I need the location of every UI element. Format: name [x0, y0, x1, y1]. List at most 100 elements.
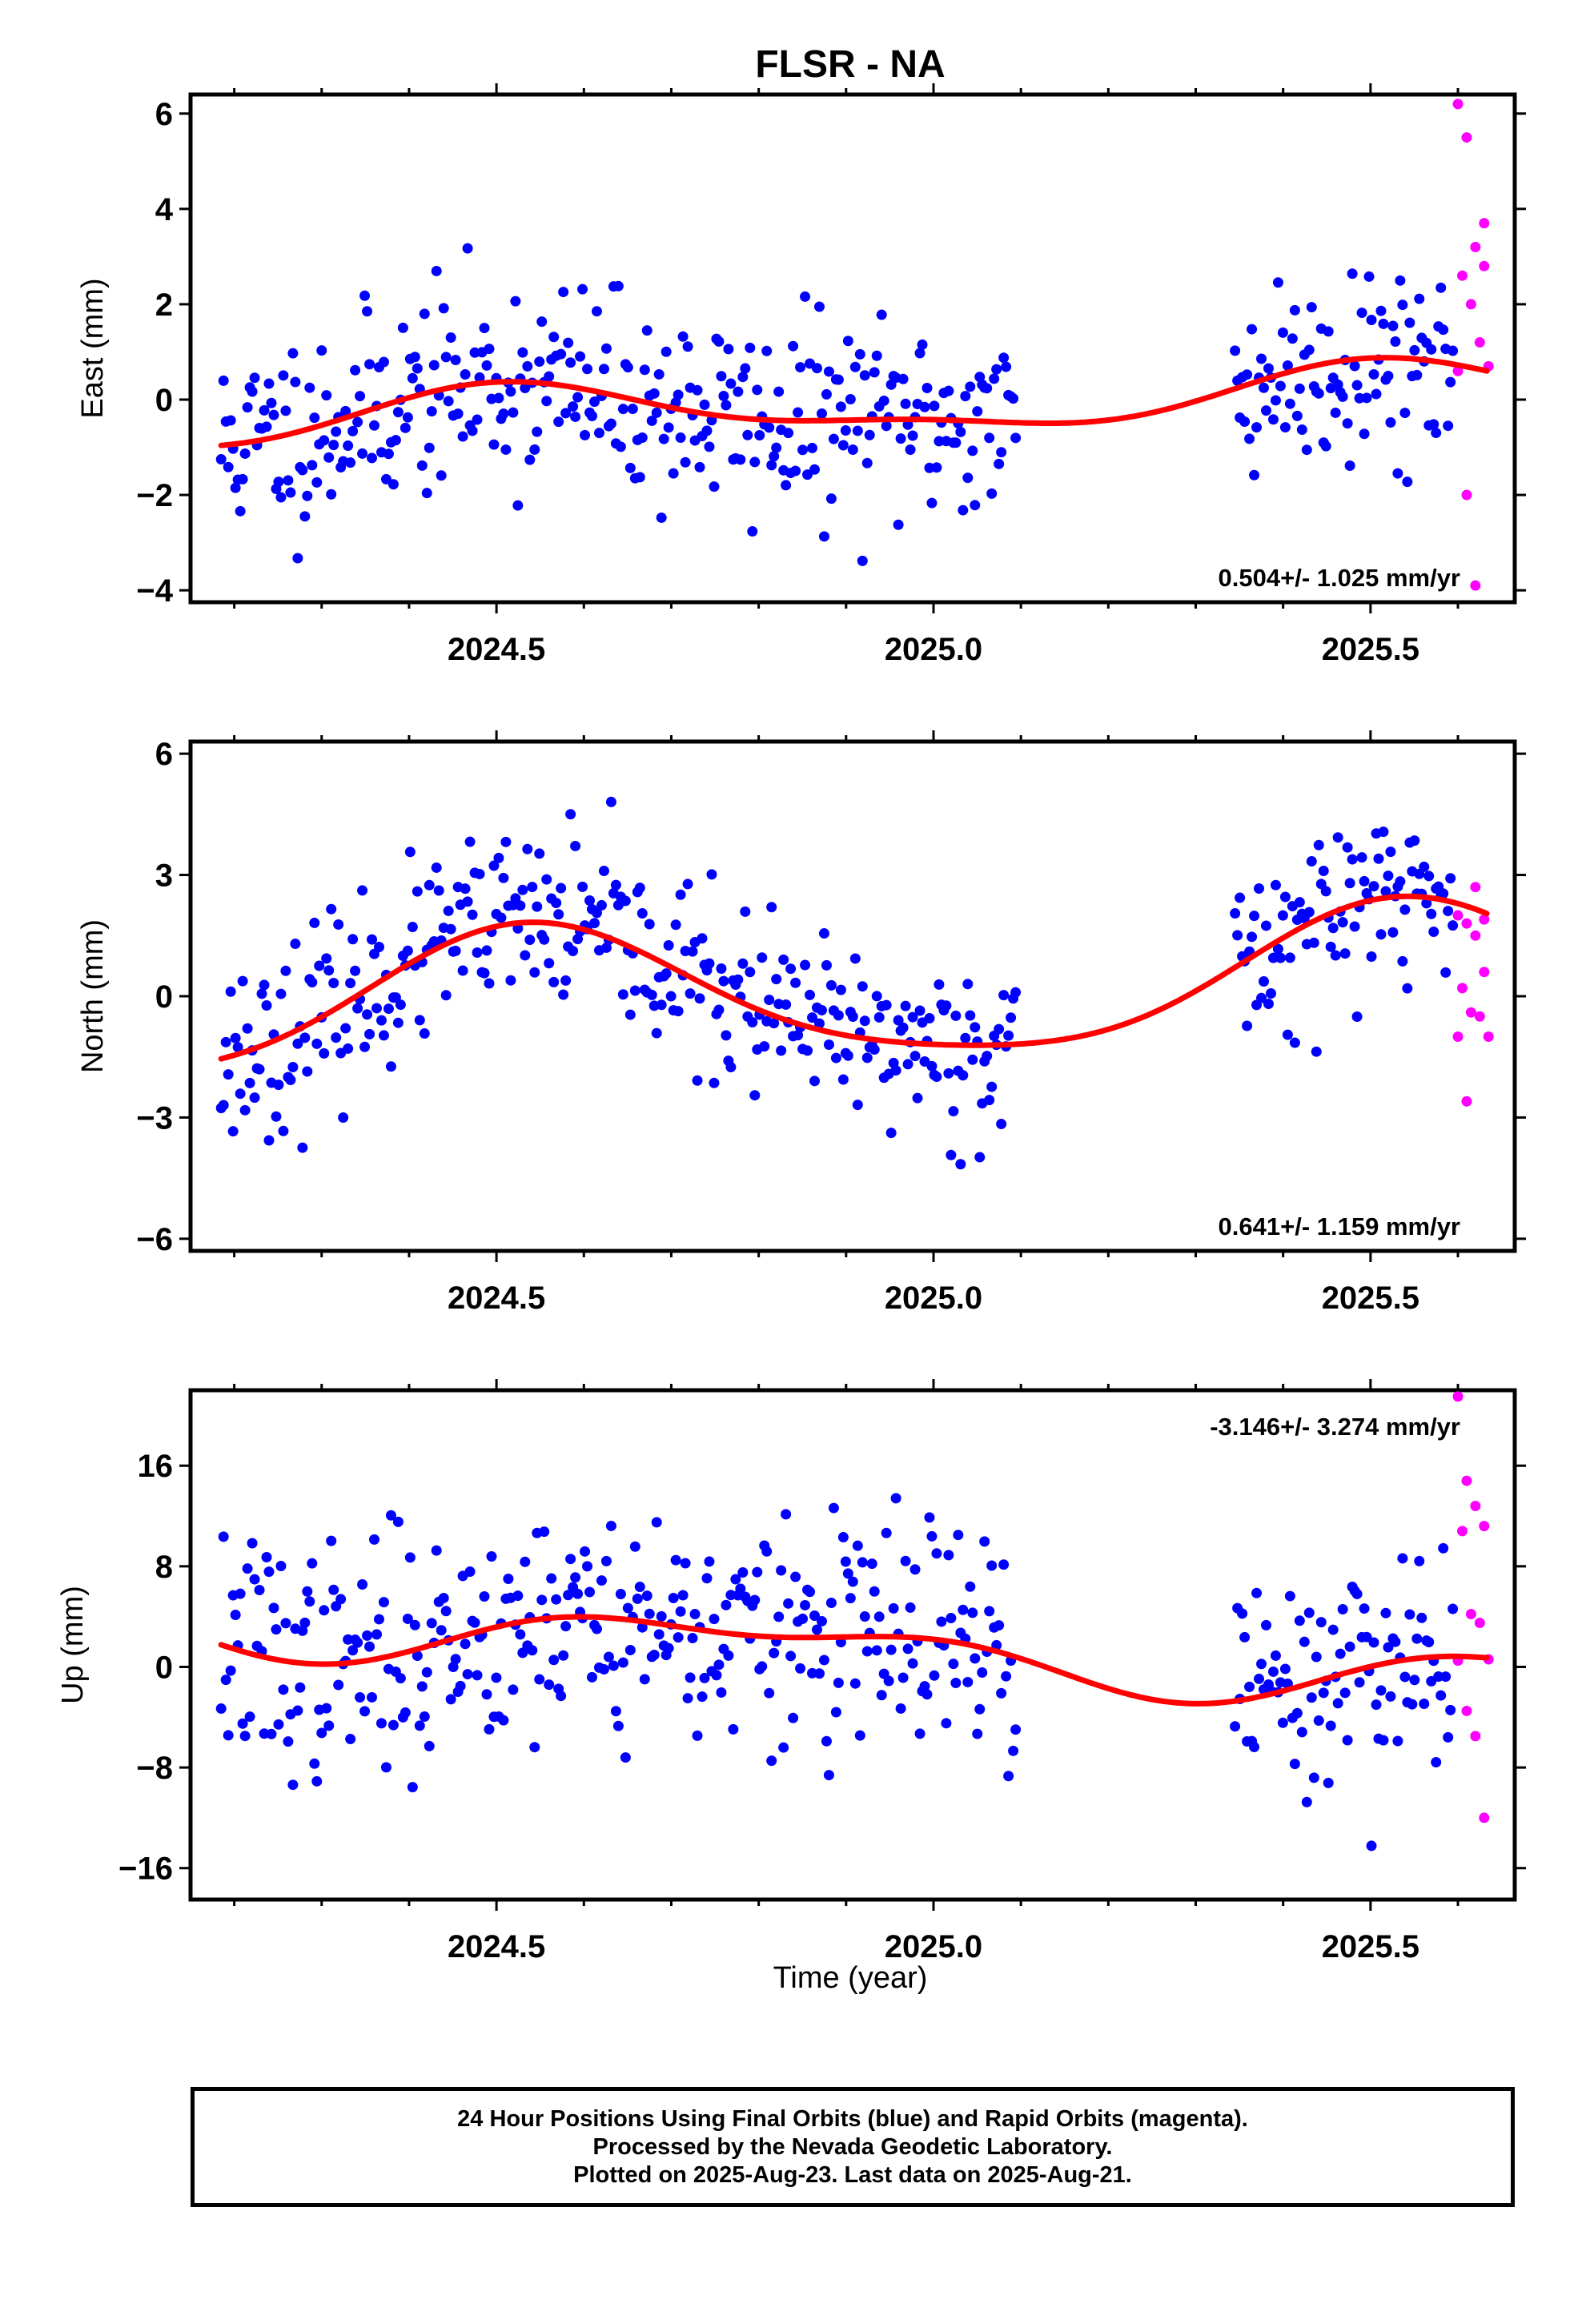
final-point — [1409, 835, 1420, 846]
final-point — [1431, 428, 1442, 439]
final-point — [1392, 1735, 1403, 1747]
final-point — [584, 895, 596, 907]
final-point — [587, 410, 598, 421]
final-point — [699, 1672, 710, 1683]
final-point — [1378, 826, 1389, 838]
final-point — [314, 960, 325, 971]
final-point — [776, 1565, 787, 1576]
rapid-point — [1465, 299, 1476, 310]
final-point — [1299, 1636, 1310, 1647]
final-point — [1272, 943, 1283, 955]
rate-label: 0.504+/- 1.025 mm/yr — [1219, 564, 1460, 592]
final-point — [813, 301, 825, 312]
final-point — [821, 959, 832, 971]
final-point — [331, 1032, 342, 1043]
final-point — [1395, 275, 1406, 286]
final-point — [639, 1674, 650, 1685]
final-point — [1380, 1607, 1391, 1618]
final-point — [1399, 1671, 1411, 1683]
final-point — [402, 1613, 413, 1624]
final-point — [1383, 1642, 1394, 1653]
final-point — [292, 1038, 303, 1049]
final-point — [701, 1573, 713, 1584]
footer-line-2: Processed by the Nevada Geodetic Laborat… — [592, 2133, 1113, 2160]
rate-label: 0.641+/- 1.159 mm/yr — [1219, 1212, 1460, 1240]
final-point — [1438, 324, 1449, 336]
final-point — [225, 415, 236, 426]
final-point — [857, 1557, 868, 1568]
final-point — [795, 362, 806, 373]
final-point — [842, 336, 853, 347]
final-point — [1378, 318, 1389, 329]
final-point — [428, 360, 440, 371]
y-tick-label: 0 — [155, 1650, 173, 1685]
final-point — [646, 989, 657, 1000]
final-point — [400, 1707, 411, 1718]
final-point — [311, 1775, 323, 1787]
final-point — [622, 362, 633, 373]
final-point — [907, 430, 918, 441]
final-point — [373, 942, 384, 953]
final-point — [237, 1718, 248, 1729]
y-tick-label: −4 — [136, 573, 173, 609]
final-point — [749, 1090, 761, 1101]
final-point — [828, 1502, 839, 1514]
final-point — [328, 977, 339, 988]
final-point — [600, 1555, 612, 1566]
final-point — [773, 386, 785, 397]
final-point — [299, 1617, 311, 1628]
final-point — [364, 1028, 375, 1039]
final-point — [515, 1629, 526, 1640]
final-point — [761, 1546, 773, 1557]
final-point — [653, 368, 665, 380]
final-point — [847, 444, 858, 455]
final-point — [742, 429, 753, 440]
final-point — [965, 381, 976, 392]
final-point — [857, 981, 868, 992]
final-point — [426, 406, 437, 417]
final-point — [244, 1077, 255, 1088]
final-point — [359, 290, 371, 301]
final-point — [1244, 433, 1255, 444]
final-point — [704, 441, 715, 452]
final-point — [1368, 1637, 1379, 1648]
final-point — [565, 357, 576, 368]
final-point — [347, 425, 359, 436]
final-point — [970, 500, 981, 511]
final-point — [522, 843, 533, 854]
final-point — [1267, 1666, 1279, 1677]
final-point — [972, 1728, 983, 1739]
final-point — [943, 1068, 954, 1079]
final-point — [529, 967, 540, 978]
final-point — [873, 1011, 885, 1023]
final-point — [1344, 1641, 1355, 1652]
final-point — [261, 1000, 272, 1011]
final-point — [984, 1606, 995, 1617]
final-point — [713, 1004, 725, 1015]
final-point — [539, 1526, 550, 1538]
final-point — [1435, 282, 1447, 293]
x-axis-label: Time (year) — [773, 1961, 928, 1995]
rapid-point — [1465, 1609, 1476, 1620]
final-point — [1375, 305, 1387, 316]
final-point — [1409, 344, 1420, 356]
rapid-point — [1470, 1500, 1481, 1511]
final-point — [421, 1667, 432, 1678]
final-point — [392, 407, 404, 418]
final-point — [1306, 302, 1317, 313]
final-point — [859, 1611, 870, 1622]
final-point — [842, 1568, 853, 1579]
final-point — [965, 1581, 976, 1592]
final-point — [230, 1032, 241, 1043]
final-point — [842, 1050, 853, 1061]
final-point — [989, 373, 1000, 384]
final-point — [1260, 1619, 1271, 1630]
final-point — [469, 1617, 480, 1628]
final-point — [227, 1126, 239, 1137]
final-point — [994, 1023, 1005, 1035]
fit-curve — [218, 1614, 1490, 1707]
final-point — [1445, 873, 1456, 884]
final-point — [861, 1646, 873, 1657]
final-point — [890, 1065, 901, 1076]
final-point — [302, 1066, 313, 1077]
